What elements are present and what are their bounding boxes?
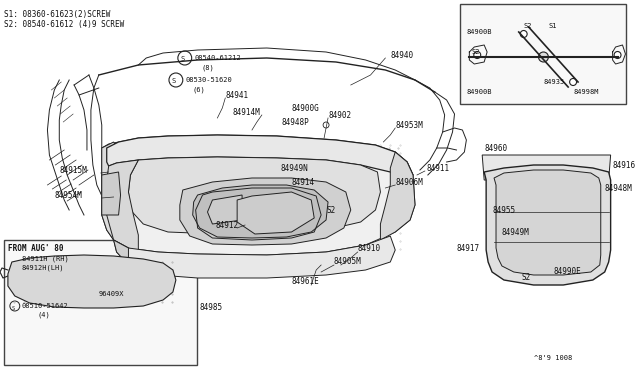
Bar: [500, 248, 536, 266]
Polygon shape: [102, 135, 415, 255]
Polygon shape: [107, 135, 413, 180]
Bar: [583, 218, 603, 240]
Text: 84917: 84917: [456, 244, 479, 253]
Polygon shape: [494, 170, 601, 275]
Text: (6): (6): [193, 87, 205, 93]
Text: 84998M: 84998M: [573, 89, 598, 95]
Text: 84990E: 84990E: [554, 267, 581, 276]
Text: 08540-61212: 08540-61212: [195, 55, 241, 61]
Text: 84948P: 84948P: [282, 118, 309, 126]
Bar: [541, 188, 577, 210]
Text: 84935: 84935: [543, 79, 564, 85]
Bar: [460, 4, 627, 104]
Bar: [500, 188, 536, 210]
Text: 84949N: 84949N: [280, 164, 308, 173]
Circle shape: [87, 291, 100, 305]
Text: 84912H(LH): 84912H(LH): [22, 265, 64, 271]
Polygon shape: [114, 240, 129, 265]
Text: ^8'9 1008: ^8'9 1008: [534, 355, 572, 361]
Text: 84910: 84910: [358, 244, 381, 253]
Bar: [541, 248, 577, 266]
Polygon shape: [207, 195, 242, 224]
Text: S2: S2: [471, 49, 480, 55]
Polygon shape: [380, 152, 415, 240]
Circle shape: [520, 31, 527, 38]
Text: 84985: 84985: [200, 304, 223, 312]
Text: 08510-51642: 08510-51642: [22, 303, 68, 309]
Text: 84916: 84916: [612, 160, 636, 170]
Text: 96409X: 96409X: [99, 291, 124, 297]
Text: 84953M: 84953M: [396, 121, 423, 129]
Text: 84900B: 84900B: [467, 29, 492, 35]
Text: 84941: 84941: [225, 90, 248, 99]
Text: S2: 08540-61612 (4)9 SCREW: S2: 08540-61612 (4)9 SCREW: [4, 19, 124, 29]
Text: S: S: [12, 305, 15, 311]
Text: 08530-51620: 08530-51620: [186, 77, 232, 83]
Circle shape: [570, 78, 577, 86]
Text: (4): (4): [38, 312, 51, 318]
Text: S2: S2: [326, 205, 335, 215]
Text: S2: S2: [522, 273, 531, 282]
Bar: [583, 248, 603, 266]
Text: S: S: [181, 56, 185, 62]
Text: (8): (8): [202, 65, 214, 71]
Polygon shape: [193, 185, 328, 238]
Text: 84900B: 84900B: [467, 89, 492, 95]
Text: 84949M: 84949M: [502, 228, 530, 237]
Polygon shape: [237, 192, 314, 234]
Circle shape: [538, 52, 548, 62]
Text: 84914M: 84914M: [232, 108, 260, 116]
Text: 84960: 84960: [484, 144, 508, 153]
Text: 84912: 84912: [216, 221, 239, 230]
Circle shape: [614, 51, 621, 58]
Text: FROM AUG' 80: FROM AUG' 80: [8, 244, 63, 253]
Text: 84902: 84902: [328, 110, 351, 119]
Text: S2: S2: [524, 23, 532, 29]
Text: 84911H (RH): 84911H (RH): [22, 256, 68, 262]
Polygon shape: [129, 157, 380, 234]
Polygon shape: [180, 178, 351, 245]
Bar: [541, 218, 577, 240]
Polygon shape: [102, 142, 129, 248]
Text: 84914: 84914: [291, 177, 315, 186]
Text: 84906M: 84906M: [396, 177, 423, 186]
Text: 84955: 84955: [492, 205, 515, 215]
Polygon shape: [102, 172, 120, 215]
Text: 84954M: 84954M: [54, 190, 82, 199]
Polygon shape: [114, 236, 396, 278]
Text: 84911: 84911: [427, 164, 450, 173]
Polygon shape: [107, 160, 138, 252]
Circle shape: [474, 51, 481, 58]
Text: S1: S1: [548, 23, 557, 29]
Text: 84900G: 84900G: [291, 103, 319, 112]
Text: 84905M: 84905M: [334, 257, 362, 266]
Polygon shape: [8, 255, 176, 308]
Text: S: S: [172, 78, 176, 84]
Polygon shape: [484, 165, 611, 285]
Bar: [4, 240, 196, 365]
Bar: [500, 218, 536, 240]
Text: 84961E: 84961E: [291, 278, 319, 286]
Polygon shape: [482, 155, 611, 180]
Text: 84940: 84940: [390, 51, 413, 60]
Circle shape: [36, 297, 42, 303]
Bar: [583, 188, 603, 210]
Text: S1: 08360-61623(2)SCREW: S1: 08360-61623(2)SCREW: [4, 10, 110, 19]
Text: 84948M: 84948M: [605, 183, 632, 192]
Text: 84915M: 84915M: [60, 166, 87, 174]
